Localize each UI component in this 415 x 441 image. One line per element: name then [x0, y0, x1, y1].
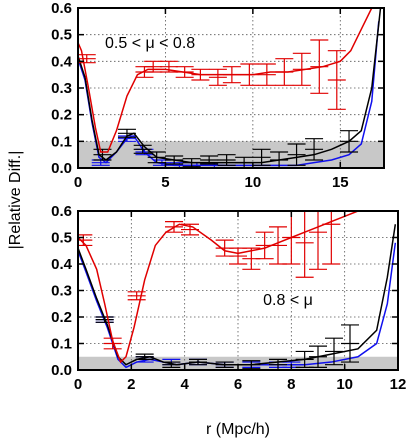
data-point-red	[255, 231, 274, 260]
data-point-black	[117, 128, 136, 138]
data-point-black	[95, 316, 114, 323]
x-axis-label: r (Mpc/h)	[206, 421, 270, 438]
x-tick-label: 15	[332, 174, 349, 191]
y-tick-label: 0.2	[51, 107, 72, 124]
data-point-red	[191, 68, 210, 81]
data-point-red	[208, 68, 227, 86]
series-blue	[78, 242, 397, 369]
data-point-black	[341, 324, 359, 363]
y-tick-label: 0.0	[51, 362, 72, 379]
y-tick-label: 0.5	[51, 230, 72, 247]
data-point-red	[78, 234, 93, 247]
data-point-red	[322, 211, 341, 265]
x-tick-label: 2	[127, 376, 135, 393]
y-tick-label: 0.6	[51, 0, 72, 17]
data-point-black	[217, 154, 236, 166]
y-tick-label: 0.4	[51, 53, 73, 70]
data-point-red	[127, 291, 146, 301]
x-tick-label: 0	[74, 376, 82, 393]
series-line-blue	[78, 242, 397, 369]
data-point-black	[235, 156, 254, 168]
data-point-black	[270, 151, 289, 168]
x-tick-label: 10	[336, 376, 353, 393]
data-point-red	[310, 39, 329, 94]
data-point-black	[133, 144, 152, 154]
x-tick-label: 8	[287, 376, 295, 393]
data-point-black	[162, 361, 181, 368]
data-point-red	[292, 52, 311, 86]
data-point-red	[240, 63, 259, 86]
y-axis-label: |Relative Diff.|	[7, 151, 24, 250]
data-point-black	[200, 155, 219, 165]
series-line-red	[78, 211, 359, 364]
data-point-red	[222, 66, 241, 84]
data-point-red	[295, 211, 314, 278]
y-tick-label: 0.2	[51, 309, 72, 326]
data-point-red	[159, 60, 178, 73]
series-red	[78, 211, 359, 364]
data-point-red	[175, 66, 194, 78]
panel-bottom: 0 2 4 6 8 10 12 0.0 0.1 0.2 0.3 0.4 0.5 0.6 0.8 < μ	[51, 203, 407, 393]
data-point-red	[144, 60, 163, 73]
panel-annotation: 0.5 < μ < 0.8	[105, 35, 195, 52]
series-red	[78, 8, 373, 153]
y-tick-label: 0.3	[51, 283, 72, 300]
data-point-red	[229, 247, 247, 265]
y-tick-label: 0.6	[51, 203, 72, 220]
data-point-red	[103, 337, 122, 350]
series-line-black	[78, 8, 382, 164]
data-point-red	[181, 223, 199, 236]
data-point-black	[287, 143, 306, 166]
data-point-black	[182, 158, 201, 168]
data-point-black	[305, 138, 324, 161]
y-tick-label: 0.1	[51, 336, 72, 353]
y-tick-label: 0.0	[51, 160, 72, 177]
data-point-red	[275, 58, 294, 86]
panel-top: 0 5 10 15 0.0 0.1 0.2 0.3 0.4 0.5 0.6 0.5 < μ < 0.8	[51, 0, 385, 191]
data-point-red	[165, 221, 183, 233]
data-point-black	[135, 353, 154, 360]
data-point-black	[340, 130, 359, 153]
x-tick-label: 10	[245, 174, 262, 191]
data-point-black	[252, 148, 271, 166]
y-tick-label: 0.1	[51, 133, 72, 150]
data-point-black	[309, 345, 327, 368]
panel-annotation: 0.8 < μ	[263, 292, 313, 309]
data-point-black	[147, 151, 166, 164]
x-tick-label: 12	[390, 376, 407, 393]
x-tick-label: 0	[74, 174, 82, 191]
x-tick-label: 5	[161, 174, 169, 191]
data-point-black	[325, 337, 343, 366]
x-tick-label: 6	[234, 376, 242, 393]
data-point-red	[327, 50, 346, 110]
data-point-black	[215, 361, 234, 368]
data-point-black	[189, 358, 207, 366]
series-black	[78, 8, 382, 168]
data-point-black	[242, 360, 261, 370]
y-tick-label: 0.4	[51, 256, 73, 273]
data-point-black	[269, 358, 287, 370]
series-line-black	[78, 224, 397, 366]
data-point-black	[165, 155, 184, 165]
series-line-red	[78, 8, 373, 153]
y-tick-label: 0.3	[51, 80, 72, 97]
series-black	[78, 224, 397, 370]
data-point-red	[309, 211, 327, 270]
y-tick-label: 0.5	[51, 27, 72, 44]
data-point-red	[257, 63, 276, 86]
data-point-red	[282, 211, 301, 265]
data-point-red	[78, 54, 96, 64]
x-tick-label: 4	[180, 376, 189, 393]
